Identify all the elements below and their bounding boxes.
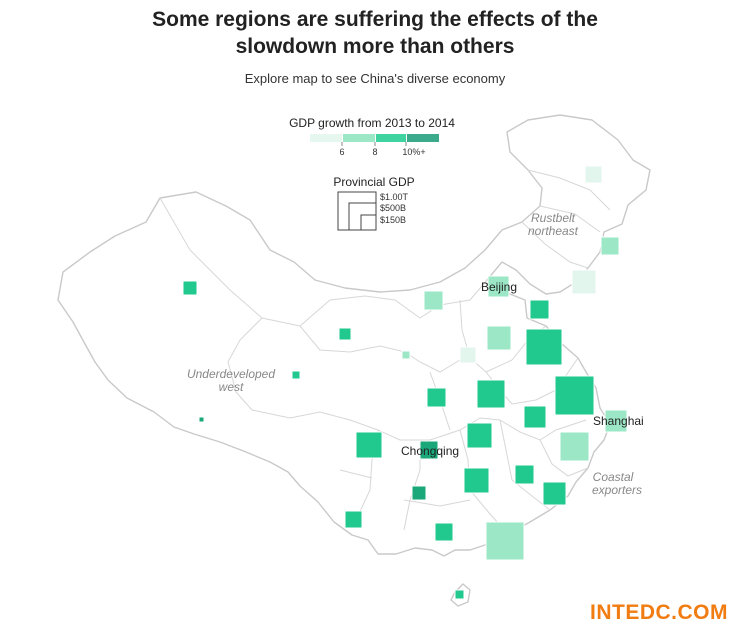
province-square-fujian[interactable] xyxy=(542,481,567,506)
watermark: INTEDC.COM xyxy=(590,601,728,624)
title-line-1: Some regions are suffering the effects o… xyxy=(152,8,598,31)
province-square-guangxi[interactable] xyxy=(434,522,454,542)
size-legend-title: Provincial GDP xyxy=(333,175,414,189)
province-square-hunan[interactable] xyxy=(463,467,490,494)
coastal-label-2: exporters xyxy=(592,483,642,497)
growth-swatch-top xyxy=(407,134,439,142)
province-square-jiangsu[interactable] xyxy=(554,375,595,416)
size-label-500b: $500B xyxy=(380,203,406,213)
province-square-hebei[interactable] xyxy=(486,325,512,351)
size-square-small xyxy=(360,214,377,231)
province-square-beijing[interactable] xyxy=(487,275,510,298)
rustbelt-label-1: Rustbelt xyxy=(531,211,576,225)
province-square-hainan[interactable] xyxy=(454,589,465,600)
west-label-1: Underdeveloped xyxy=(187,367,275,381)
province-square-guizhou[interactable] xyxy=(411,485,427,501)
city-beijing: Beijing xyxy=(481,280,517,294)
province-square-heilongjiang[interactable] xyxy=(584,165,603,184)
growth-legend: GDP growth from 2013 to 2014 6 8 10%+ xyxy=(289,116,455,157)
title-line-2: slowdown more than others xyxy=(235,35,515,58)
subtitle: Explore map to see China's diverse econo… xyxy=(244,71,506,86)
growth-tick-10: 10%+ xyxy=(402,147,425,157)
province-square-shandong[interactable] xyxy=(525,328,563,366)
growth-swatch-low xyxy=(310,134,342,142)
province-square-xinjiang[interactable] xyxy=(182,280,198,296)
province-square-shanghai[interactable] xyxy=(604,409,628,433)
country-outline xyxy=(57,114,651,607)
province-square-tianjin[interactable] xyxy=(529,299,550,320)
province-square-shanxi[interactable] xyxy=(459,346,477,364)
province-square-tibet[interactable] xyxy=(198,416,205,423)
growth-swatch-mid xyxy=(343,134,375,142)
size-square-large xyxy=(337,191,377,231)
size-legend: Provincial GDP $1.00T $500B $150B xyxy=(333,175,415,231)
region-annotations: Rustbelt northeast Underdeveloped west C… xyxy=(187,211,642,497)
page-title: Some regions are suffering the effects o… xyxy=(0,6,750,60)
province-square-henan[interactable] xyxy=(426,387,447,408)
province-square-yunnan[interactable] xyxy=(344,510,363,529)
province-square-shaanxi[interactable] xyxy=(476,379,506,409)
growth-legend-title: GDP growth from 2013 to 2014 xyxy=(289,116,455,130)
west-label-2: west xyxy=(219,380,244,394)
size-label-150b: $150B xyxy=(380,215,406,225)
growth-tick-8: 8 xyxy=(372,147,377,157)
growth-swatch-high xyxy=(376,134,406,142)
province-square-anhui[interactable] xyxy=(523,405,547,429)
province-square-zhejiang[interactable] xyxy=(559,431,590,462)
city-shanghai: Shanghai xyxy=(593,414,644,428)
province-square-gansu[interactable] xyxy=(338,327,352,341)
province-square-ningxia[interactable] xyxy=(401,350,411,360)
coastal-label-1: Coastal xyxy=(593,470,634,484)
rustbelt-label-2: northeast xyxy=(528,224,579,238)
growth-tick-6: 6 xyxy=(339,147,344,157)
size-square-medium xyxy=(348,202,377,231)
province-square-chongqing[interactable] xyxy=(419,440,439,460)
province-square-hubei[interactable] xyxy=(466,422,493,449)
size-label-1t: $1.00T xyxy=(380,192,409,202)
province-square-inner-mongolia[interactable] xyxy=(423,290,444,311)
province-square-jilin[interactable] xyxy=(600,236,620,256)
province-squares[interactable] xyxy=(182,165,628,600)
province-square-jiangxi[interactable] xyxy=(514,464,535,485)
province-square-qinghai[interactable] xyxy=(291,370,301,380)
province-square-liaoning[interactable] xyxy=(571,269,597,295)
city-labels: Beijing Shanghai Chongqing xyxy=(401,280,644,458)
province-square-sichuan[interactable] xyxy=(355,431,383,459)
province-square-guangdong[interactable] xyxy=(485,521,525,561)
city-chongqing: Chongqing xyxy=(401,444,459,458)
